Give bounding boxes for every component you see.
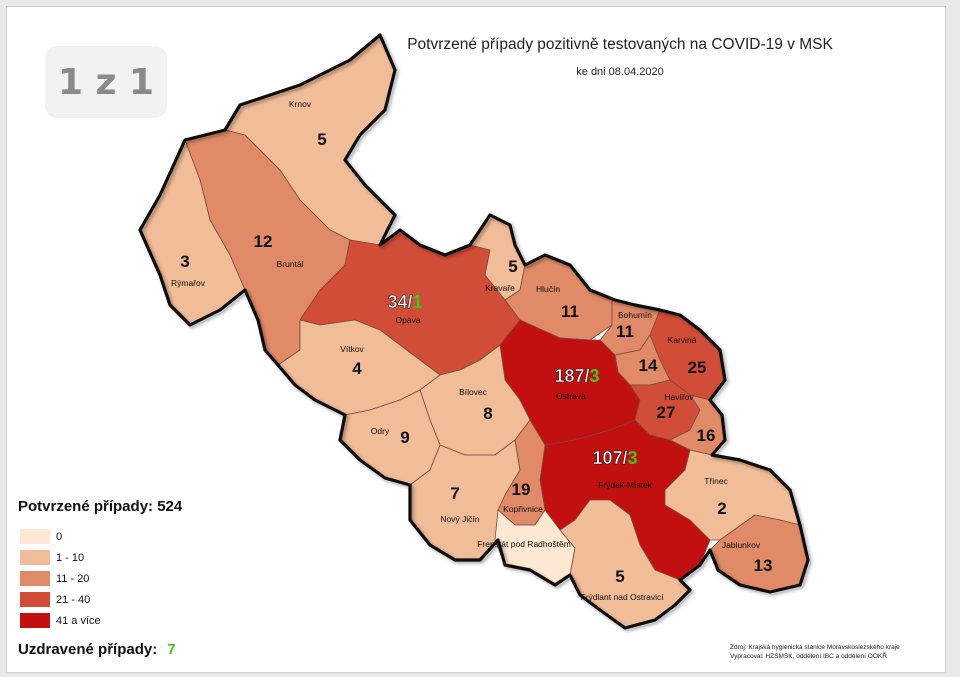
count-jablunkov: 13 bbox=[754, 556, 773, 575]
legend-swatch bbox=[20, 550, 50, 565]
count-ostrava: 187/3 bbox=[554, 366, 599, 386]
label-bohumin: Bohumín bbox=[618, 310, 652, 320]
label-kravare: Kravaře bbox=[485, 283, 515, 293]
label-havirov: Havířov bbox=[664, 392, 694, 402]
legend-item: 41 a více bbox=[20, 610, 101, 631]
legend-label: 41 a více bbox=[56, 614, 101, 627]
count-bilovec: 8 bbox=[483, 404, 492, 423]
count-krnov: 5 bbox=[317, 130, 326, 149]
region-labels: Krnov 5 12 Bruntál 3 Rýmařov 34/1 Opava … bbox=[171, 99, 772, 602]
count-kravare: 5 bbox=[508, 257, 517, 276]
label-hlucin: Hlučín bbox=[536, 284, 560, 294]
legend-item: 21 - 40 bbox=[20, 589, 101, 610]
label-ostrava: Ostrava bbox=[556, 391, 586, 401]
count-opava: 34/1 bbox=[387, 292, 422, 312]
count-frydlant: 5 bbox=[615, 567, 624, 586]
label-novy-jicin: Nový Jičín bbox=[440, 514, 479, 524]
legend: 0 1 - 10 11 - 20 21 - 40 41 a více bbox=[20, 526, 101, 631]
label-jablunkov: Jablunkov bbox=[722, 540, 761, 550]
legend-swatch bbox=[20, 613, 50, 628]
count-cesky-tesin: 16 bbox=[697, 426, 716, 445]
legend-swatch bbox=[20, 529, 50, 544]
count-odry: 9 bbox=[400, 428, 409, 447]
recovered-value: 7 bbox=[167, 641, 176, 658]
legend-label: 21 - 40 bbox=[56, 593, 91, 606]
label-trinec: Třinec bbox=[704, 476, 728, 486]
label-rymarov: Rýmařov bbox=[171, 278, 206, 288]
legend-item: 1 - 10 bbox=[20, 547, 101, 568]
count-bruntal: 12 bbox=[254, 232, 273, 251]
source-line: Zdroj: Krajská hygienická stanice Moravs… bbox=[730, 644, 900, 651]
legend-title: Potvrzené případy: 524 bbox=[18, 498, 183, 515]
count-novy-jicin: 7 bbox=[450, 484, 459, 503]
label-vitkov: Vítkov bbox=[340, 344, 364, 354]
count-hlucin: 11 bbox=[561, 302, 579, 321]
count-havirov: 27 bbox=[657, 403, 676, 422]
count-opava-recovered: 1 bbox=[413, 292, 423, 312]
legend-label: 1 - 10 bbox=[56, 551, 85, 564]
label-koprivnice: Kopřivnice bbox=[503, 504, 543, 514]
recovered-label: Uzdravené případy: bbox=[18, 641, 158, 658]
count-bohumin: 11 bbox=[616, 322, 634, 341]
author-line: Vypracoval: HZSMSK, oddělení IBC a odděl… bbox=[730, 653, 887, 660]
count-frydek-confirmed: 107/ bbox=[592, 448, 627, 468]
label-frenstat-text: Frenštát pod Radhoštěm bbox=[477, 539, 571, 549]
label-frydek: Frýdek-Místek bbox=[598, 480, 653, 490]
count-karvina: 25 bbox=[688, 358, 707, 377]
count-orlova: 14 bbox=[639, 356, 658, 375]
label-opava: Opava bbox=[395, 315, 420, 325]
recovered-summary: Uzdravené případy: 7 bbox=[18, 641, 176, 658]
legend-swatch bbox=[20, 592, 50, 607]
count-ostrava-recovered: 3 bbox=[590, 366, 600, 386]
map-title: Potvrzené případy pozitivně testovaných … bbox=[407, 36, 833, 53]
legend-item: 11 - 20 bbox=[20, 568, 101, 589]
label-odry: Odry bbox=[371, 426, 390, 436]
count-trinec: 2 bbox=[717, 499, 726, 518]
count-koprivnice: 19 bbox=[512, 480, 531, 499]
region-outline bbox=[138, 33, 810, 630]
legend-label: 11 - 20 bbox=[56, 572, 90, 585]
label-frydlant: Frýdlant nad Ostravicí bbox=[580, 592, 664, 602]
count-rymarov: 3 bbox=[180, 252, 189, 271]
legend-swatch bbox=[20, 571, 50, 586]
label-bilovec: Bílovec bbox=[459, 387, 488, 397]
map-date: ke dni 08.04.2020 bbox=[576, 66, 664, 78]
legend-item: 0 bbox=[20, 526, 101, 547]
count-frydek-recovered: 3 bbox=[628, 448, 638, 468]
page-indicator: 1 z 1 bbox=[45, 46, 167, 118]
count-vitkov: 4 bbox=[352, 359, 362, 378]
count-frydek: 107/3 bbox=[592, 448, 637, 468]
label-karvina: Karviná bbox=[668, 335, 697, 345]
label-krnov: Krnov bbox=[289, 99, 312, 109]
count-ostrava-confirmed: 187/ bbox=[554, 366, 589, 386]
label-bruntal: Bruntál bbox=[277, 259, 304, 269]
count-opava-confirmed: 34/ bbox=[387, 292, 412, 312]
source-note: Zdroj: Krajská hygienická stanice Moravs… bbox=[730, 643, 900, 661]
label-frenstat: Frenštát pod Radhoštěm bbox=[477, 539, 571, 549]
legend-label: 0 bbox=[56, 530, 63, 543]
